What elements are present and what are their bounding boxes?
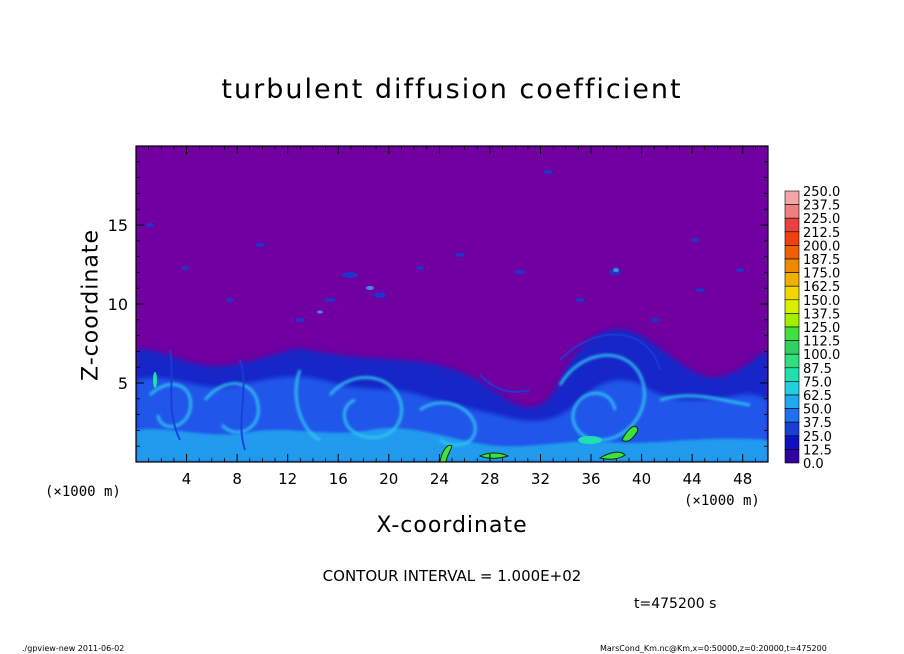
y-tick-label: 15 [108,216,128,235]
x-tick-label: 36 [581,470,600,488]
x-tick-label: 40 [632,470,651,488]
colorbar: 250.0237.5225.0212.5200.0187.5175.0162.5… [784,185,840,472]
colorbar-swatch [784,367,800,382]
x-tick-label: 48 [733,470,752,488]
colorbar-swatch [784,340,800,355]
x-tick-label: 20 [379,470,398,488]
x-tick-label: 28 [480,470,499,488]
colorbar-swatch [784,421,800,437]
x-tick-label: 24 [430,470,449,488]
colorbar-label: 200.0 [803,239,840,254]
time-stamp: t=475200 s [634,596,717,612]
colorbar-swatch [784,285,800,301]
colorbar-swatch [784,449,800,464]
colorbar-label: 237.5 [803,199,840,214]
colorbar-swatch [784,313,800,328]
colorbar-swatch [784,272,800,287]
colorbar-swatch [784,353,800,369]
colorbar-label: 0.0 [803,457,824,472]
colorbar-swatch [784,258,800,273]
x-tick-label: 12 [278,470,297,488]
colorbar-label: 187.5 [803,253,840,268]
x-tick-label: 32 [531,470,550,488]
y-tick-label: 5 [118,374,128,393]
colorbar-label: 112.5 [803,335,840,350]
colorbar-label: 50.0 [803,403,832,418]
colorbar-label: 225.0 [803,212,840,227]
colorbar-label: 175.0 [803,267,840,282]
y-tick-label: 10 [108,295,128,314]
colorbar-label: 125.0 [803,321,840,336]
colorbar-label: 25.0 [803,430,832,445]
colorbar-swatch [784,217,800,233]
colorbar-label: 37.5 [803,416,832,431]
colorbar-swatch [784,190,800,205]
x-axis-ticks: 4 8 12 16 20 24 28 32 36 40 44 48 [148,146,756,488]
x-axis-label: X-coordinate [376,513,528,538]
x-tick-label: 8 [232,470,242,488]
footer-right: MarsCond_Km.nc@Km,x=0:50000,z=0:20000,t=… [600,644,827,653]
colorbar-swatch [784,394,800,409]
colorbar-swatch [784,435,800,450]
colorbar-label: 137.5 [803,307,840,322]
colorbar-swatch [784,408,800,423]
colorbar-label: 212.5 [803,226,840,241]
contour-interval-text: CONTOUR INTERVAL = 1.000E+02 [322,567,582,585]
colorbar-swatch [784,326,800,341]
colorbar-label: 162.5 [803,280,840,295]
y-axis-ticks: 5 10 15 [108,161,768,447]
colorbar-label: 150.0 [803,294,840,309]
colorbar-swatch [784,381,800,396]
heatmap-field [136,170,768,462]
colorbar-swatch [784,204,800,219]
colorbar-label: 250.0 [803,185,840,200]
x-tick-label: 4 [182,470,192,488]
chart-title: turbulent diffusion coefficient [221,74,683,105]
colorbar-label: 75.0 [803,375,832,390]
colorbar-label: 12.5 [803,443,832,458]
x-unit-label-right: (×1000 m) [684,493,760,509]
x-unit-label-left: (×1000 m) [45,484,121,500]
x-tick-label: 44 [683,470,702,488]
colorbar-swatch [784,231,800,246]
colorbar-label: 87.5 [803,362,832,377]
x-tick-label: 16 [329,470,348,488]
y-axis-label: Z-coordinate [78,229,104,381]
colorbar-swatch [784,245,800,260]
colorbar-label: 62.5 [803,389,832,404]
footer-left: ./gpview-new 2011-06-02 [22,644,125,653]
colorbar-swatch [784,299,800,314]
colorbar-label: 100.0 [803,348,840,363]
